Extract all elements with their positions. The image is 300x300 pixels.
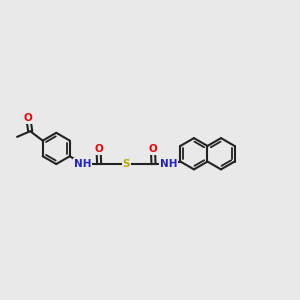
Text: O: O: [148, 144, 157, 154]
Text: NH: NH: [160, 159, 177, 169]
Text: O: O: [24, 113, 33, 123]
Text: S: S: [123, 159, 130, 169]
Text: O: O: [94, 144, 103, 154]
Text: NH: NH: [74, 159, 92, 169]
